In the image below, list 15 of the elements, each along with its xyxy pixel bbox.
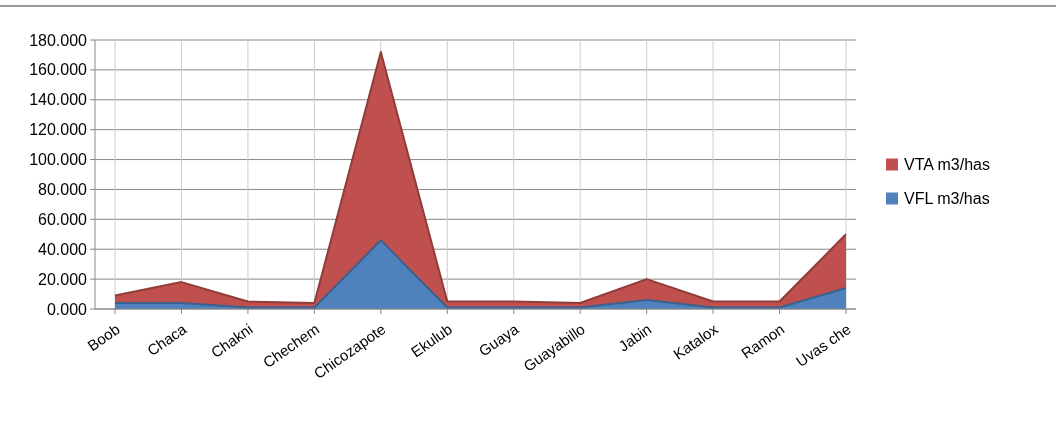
legend-label: VFL m3/has: [904, 190, 990, 208]
legend-label: VTA m3/has: [904, 156, 990, 174]
x-tick-label: Boob: [84, 320, 123, 355]
y-tick-label: 60.000: [38, 210, 88, 228]
y-tick-label: 0.000: [46, 300, 88, 318]
y-tick-label: 140.000: [29, 91, 88, 109]
y-tick-label: 40.000: [38, 240, 88, 258]
x-tick-label: Jabin: [615, 320, 655, 355]
y-tick-label: 160.000: [29, 61, 88, 79]
x-tick-label: Uvas che: [792, 320, 854, 370]
y-tick-label: 20.000: [38, 270, 88, 288]
y-tick-label: 180.000: [29, 31, 88, 49]
y-tick-label: 100.000: [29, 151, 88, 169]
y-tick-label: 80.000: [38, 181, 88, 199]
y-tick-label: 120.000: [29, 121, 88, 139]
